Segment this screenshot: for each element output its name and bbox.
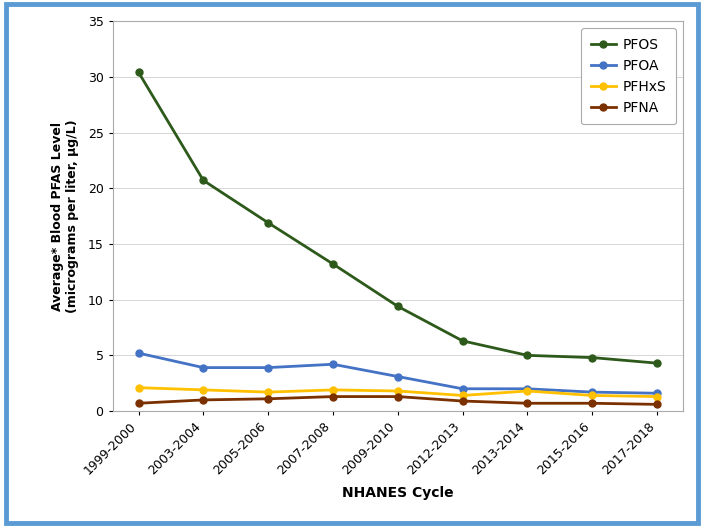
PFHxS [523,388,532,394]
PFHxS [199,387,208,393]
PFNA [523,400,532,406]
PFOS [458,338,467,344]
PFNA [329,394,337,400]
PFNA [458,398,467,404]
PFNA [134,400,143,406]
PFOA [199,365,208,371]
PFOA [458,386,467,392]
PFOS [199,177,208,183]
Line: PFNA: PFNA [135,393,660,408]
PFHxS [329,387,337,393]
Y-axis label: Average* Blood PFAS Level
(micrograms per liter, μg/L): Average* Blood PFAS Level (micrograms pe… [51,119,80,313]
PFOA [588,389,596,395]
PFHxS [458,392,467,398]
PFOA [264,365,272,371]
Line: PFOA: PFOA [135,349,660,397]
PFHxS [588,392,596,398]
PFNA [199,397,208,403]
PFNA [653,401,661,407]
PFNA [394,394,402,400]
X-axis label: NHANES Cycle: NHANES Cycle [342,486,453,500]
Legend: PFOS, PFOA, PFHxS, PFNA: PFOS, PFOA, PFHxS, PFNA [581,28,676,124]
PFOS [264,220,272,226]
PFHxS [134,385,143,391]
PFNA [264,396,272,402]
PFOA [653,390,661,396]
PFOS [653,360,661,366]
PFOA [394,373,402,379]
PFOS [134,69,143,75]
PFOA [329,361,337,367]
Line: PFHxS: PFHxS [135,384,660,400]
PFOA [134,350,143,356]
PFOS [329,261,337,267]
PFOA [523,386,532,392]
PFHxS [653,394,661,400]
PFNA [588,400,596,406]
PFHxS [394,388,402,394]
PFHxS [264,389,272,395]
PFOS [394,303,402,309]
Line: PFOS: PFOS [135,69,660,367]
PFOS [588,355,596,361]
PFOS [523,352,532,358]
